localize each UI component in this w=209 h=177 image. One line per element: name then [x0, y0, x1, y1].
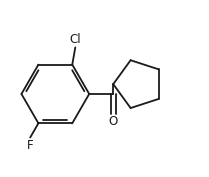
Text: Cl: Cl — [69, 33, 81, 46]
Text: O: O — [109, 115, 118, 128]
Text: F: F — [27, 139, 33, 152]
